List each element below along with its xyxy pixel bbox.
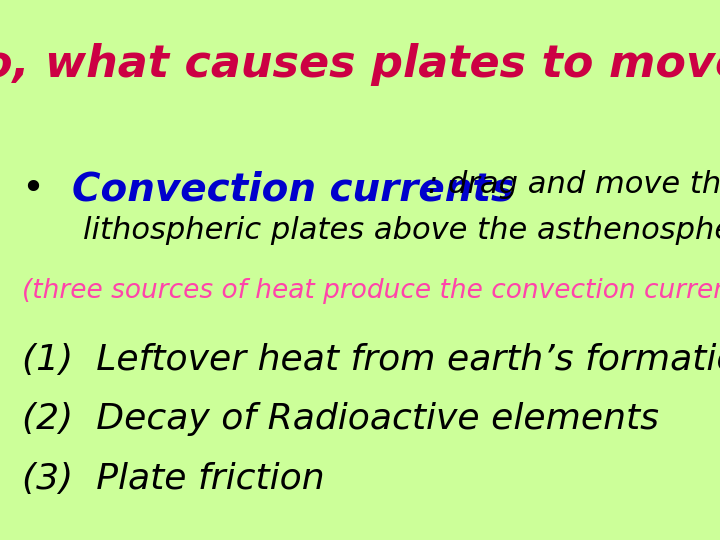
Text: So, what causes plates to move?: So, what causes plates to move? — [0, 43, 720, 86]
Text: Convection currents: Convection currents — [72, 170, 514, 208]
Text: (2)  Decay of Radioactive elements: (2) Decay of Radioactive elements — [22, 402, 659, 436]
Text: : drag and move the: : drag and move the — [428, 170, 720, 199]
Text: •: • — [21, 170, 44, 208]
Text: lithospheric plates above the asthenosphere: lithospheric plates above the asthenosph… — [83, 216, 720, 245]
Text: (3)  Plate friction: (3) Plate friction — [22, 462, 324, 496]
Text: (three sources of heat produce the convection currents):: (three sources of heat produce the conve… — [22, 278, 720, 304]
Text: (1)  Leftover heat from earth’s formation: (1) Leftover heat from earth’s formation — [22, 343, 720, 377]
